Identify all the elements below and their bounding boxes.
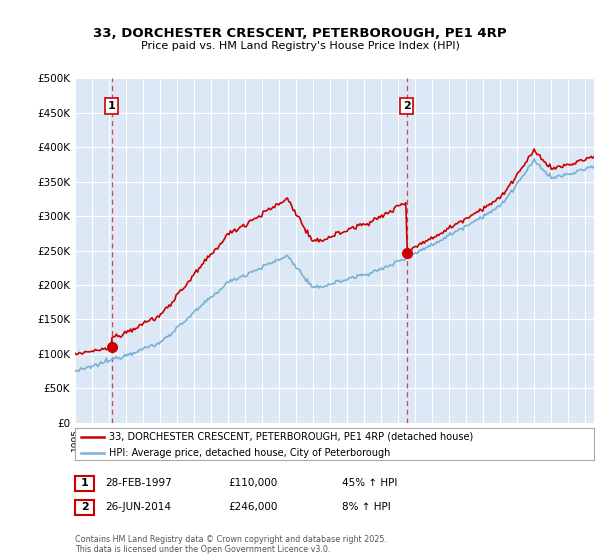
Text: 33, DORCHESTER CRESCENT, PETERBOROUGH, PE1 4RP: 33, DORCHESTER CRESCENT, PETERBOROUGH, P… xyxy=(93,27,507,40)
Text: 45% ↑ HPI: 45% ↑ HPI xyxy=(342,478,397,488)
Text: 1: 1 xyxy=(108,101,115,111)
Text: 33, DORCHESTER CRESCENT, PETERBOROUGH, PE1 4RP (detached house): 33, DORCHESTER CRESCENT, PETERBOROUGH, P… xyxy=(109,432,473,442)
Text: Contains HM Land Registry data © Crown copyright and database right 2025.
This d: Contains HM Land Registry data © Crown c… xyxy=(75,535,387,554)
Text: 2: 2 xyxy=(403,101,410,111)
Text: 8% ↑ HPI: 8% ↑ HPI xyxy=(342,502,391,512)
Text: £246,000: £246,000 xyxy=(228,502,277,512)
Text: 26-JUN-2014: 26-JUN-2014 xyxy=(105,502,171,512)
Text: 28-FEB-1997: 28-FEB-1997 xyxy=(105,478,172,488)
Text: Price paid vs. HM Land Registry's House Price Index (HPI): Price paid vs. HM Land Registry's House … xyxy=(140,41,460,51)
Text: 2: 2 xyxy=(81,502,88,512)
Text: £110,000: £110,000 xyxy=(228,478,277,488)
Text: 1: 1 xyxy=(81,478,88,488)
Text: HPI: Average price, detached house, City of Peterborough: HPI: Average price, detached house, City… xyxy=(109,448,390,458)
